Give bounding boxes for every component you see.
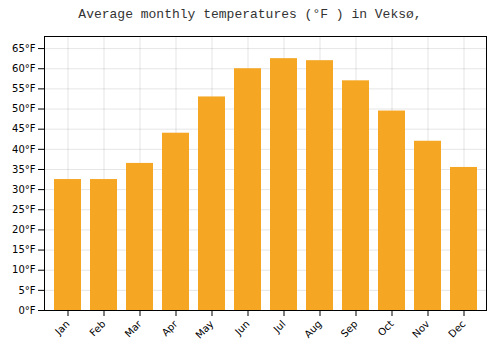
svg-text:Dec: Dec (446, 318, 467, 339)
svg-text:10°F: 10°F (12, 264, 36, 275)
svg-text:50°F: 50°F (12, 103, 36, 114)
svg-text:Sep: Sep (339, 318, 360, 339)
svg-text:5°F: 5°F (18, 285, 35, 296)
svg-text:Oct: Oct (376, 318, 396, 338)
svg-text:Nov: Nov (410, 318, 432, 340)
svg-text:0°F: 0°F (18, 305, 35, 316)
svg-text:55°F: 55°F (12, 83, 36, 94)
svg-text:35°F: 35°F (12, 164, 36, 175)
svg-text:Jul: Jul (271, 318, 288, 335)
svg-text:Apr: Apr (160, 318, 181, 339)
svg-text:Aug: Aug (302, 318, 324, 340)
svg-text:May: May (193, 318, 215, 340)
svg-text:Jun: Jun (232, 318, 252, 338)
svg-text:20°F: 20°F (12, 224, 36, 235)
svg-text:65°F: 65°F (12, 43, 36, 54)
svg-text:Jan: Jan (52, 318, 71, 337)
svg-text:45°F: 45°F (12, 123, 36, 134)
svg-text:60°F: 60°F (12, 63, 36, 74)
svg-text:30°F: 30°F (12, 184, 36, 195)
svg-text:15°F: 15°F (12, 244, 36, 255)
svg-text:25°F: 25°F (12, 204, 36, 215)
svg-text:Mar: Mar (123, 318, 145, 340)
html-text:Average monthly temperatures (: Average monthly temperatures (°F ) in Ve… (78, 7, 422, 22)
svg-text:40°F: 40°F (12, 144, 36, 155)
svg-text:Feb: Feb (87, 318, 107, 338)
